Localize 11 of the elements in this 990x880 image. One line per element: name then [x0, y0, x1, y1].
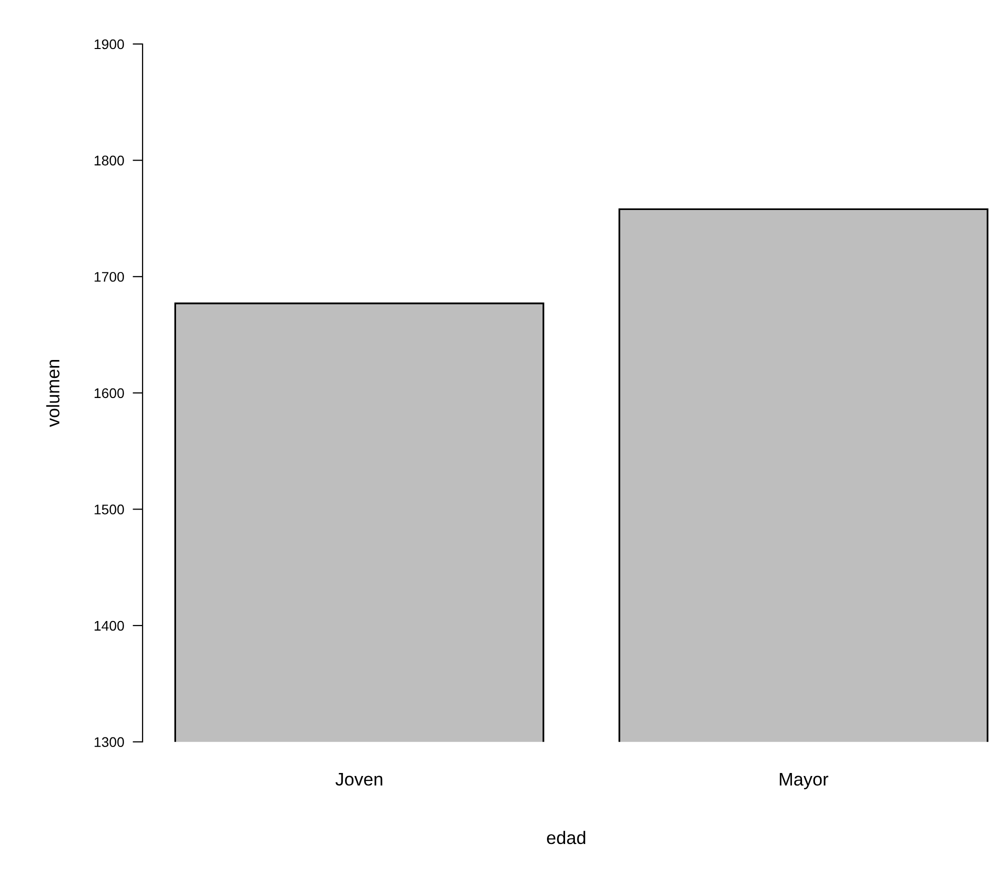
y-tick-label: 1800: [94, 156, 124, 166]
y-tick-label: 1900: [94, 39, 124, 50]
x-tick-label: Mayor: [780, 773, 828, 790]
x-axis-title: edad: [546, 830, 586, 844]
y-axis-title: volumen: [46, 360, 60, 427]
y-tick-label: 1400: [94, 620, 124, 631]
y-tick-label: 1300: [94, 737, 124, 748]
x-tick-label: Joven: [336, 773, 382, 786]
y-tick-label: 1700: [94, 272, 124, 282]
y-tick-label: 1600: [94, 388, 124, 398]
y-tick-label: 1500: [94, 504, 124, 514]
